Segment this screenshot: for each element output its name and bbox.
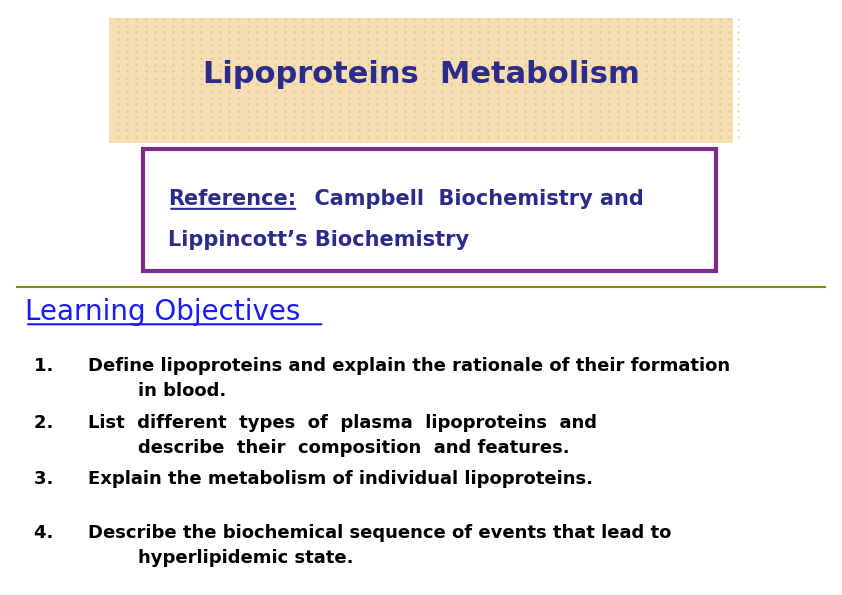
Text: Lippincott’s Biochemistry: Lippincott’s Biochemistry xyxy=(168,230,470,250)
Text: 2.: 2. xyxy=(34,414,66,431)
Text: Campbell  Biochemistry and: Campbell Biochemistry and xyxy=(300,189,643,209)
Text: 1.: 1. xyxy=(34,357,66,375)
FancyBboxPatch shape xyxy=(109,18,733,143)
Text: Lipoproteins  Metabolism: Lipoproteins Metabolism xyxy=(203,60,639,89)
Text: Explain the metabolism of individual lipoproteins.: Explain the metabolism of individual lip… xyxy=(88,470,594,488)
Text: Reference:: Reference: xyxy=(168,189,296,209)
Text: Describe the biochemical sequence of events that lead to
        hyperlipidemic : Describe the biochemical sequence of eve… xyxy=(88,524,672,566)
Text: 3.: 3. xyxy=(34,470,66,488)
Text: Learning Objectives: Learning Objectives xyxy=(25,298,301,327)
FancyBboxPatch shape xyxy=(143,149,716,271)
Text: Define lipoproteins and explain the rationale of their formation
        in bloo: Define lipoproteins and explain the rati… xyxy=(88,357,731,400)
Text: List  different  types  of  plasma  lipoproteins  and
        describe  their  c: List different types of plasma lipoprote… xyxy=(88,414,598,456)
Text: 4.: 4. xyxy=(34,524,66,541)
